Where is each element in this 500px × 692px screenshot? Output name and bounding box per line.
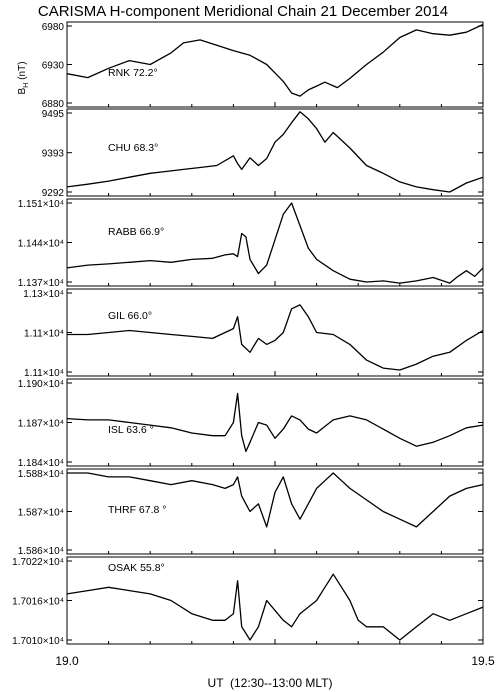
y-tick-label: 1.7010×10⁴	[12, 636, 64, 647]
y-tick-label: 1.7022×10⁴	[12, 557, 64, 568]
y-tick-label: 1.588×10⁴	[18, 469, 64, 480]
y-tick-label: 1.587×10⁴	[18, 508, 64, 519]
station-label: RABB 66.9°	[108, 226, 164, 238]
y-axis-label-sub: H	[23, 83, 30, 88]
series-line-chu	[66, 111, 484, 193]
series-line-thrf	[67, 472, 484, 528]
y-tick-label: 9495	[42, 109, 65, 120]
panel-chu: 9495 9393 9292 CHU 68.3°	[42, 108, 484, 199]
y-tick-label: 1.187×10⁴	[18, 419, 64, 430]
x-tick-label-end: 19.5	[471, 654, 495, 668]
y-tick-label: 6880	[42, 99, 65, 110]
panels-group: 6980 6930 6880 RNK 72.2° 9495 9393 9292 CHU 68.…	[12, 21, 484, 647]
x-axis-label: UT (12:30--13:00 MLT)	[208, 676, 333, 690]
y-tick-label: 6980	[42, 22, 65, 33]
y-tick-label: 1.184×10⁴	[18, 458, 64, 469]
y-tick-label: 1.151×10⁴	[18, 199, 64, 210]
y-tick-label: 1.11×10⁴	[24, 329, 64, 340]
panel-frame	[66, 198, 484, 287]
y-tick-label: 9292	[42, 188, 65, 199]
y-tick-label: 1.137×10⁴	[18, 278, 64, 289]
panel-thrf: 1.588×10⁴ 1.587×10⁴ 1.586×10⁴ THRF 67.8 °	[18, 468, 484, 557]
y-tick-label: 1.7016×10⁴	[12, 597, 64, 608]
y-axis-label: BH (nT)	[17, 61, 30, 94]
station-label: CHU 68.3°	[108, 142, 158, 154]
y-tick-label: 1.190×10⁴	[18, 379, 64, 390]
panel-gil: 1.13×10⁴ 1.11×10⁴ 1.11×10⁴ GIL 66.0°	[23, 288, 484, 379]
series-line-gil	[67, 304, 484, 371]
series-line-rabb	[66, 202, 484, 284]
panel-isl: 1.190×10⁴ 1.187×10⁴ 1.184×10⁴ ISL 63.6 °	[18, 378, 484, 469]
station-label: OSAK 55.8°	[108, 562, 165, 574]
panel-rnk: 6980 6930 6880 RNK 72.2°	[42, 21, 484, 110]
y-tick-label: 1.586×10⁴	[18, 546, 64, 557]
y-tick-label: 6930	[42, 61, 65, 72]
y-tick-label: 9393	[42, 149, 65, 160]
chart-title: CARISMA H-component Meridional Chain 21 …	[38, 3, 448, 20]
station-label: ISL 63.6 °	[108, 424, 154, 436]
series-line-rnk	[66, 23, 484, 97]
panel-frame	[66, 288, 484, 377]
y-axis-label-main: B	[17, 88, 28, 95]
series-line-osak	[66, 573, 484, 641]
panel-frame	[66, 21, 484, 108]
x-tick-label-start: 19.0	[55, 654, 79, 668]
station-label: GIL 66.0°	[108, 310, 152, 322]
station-label: THRF 67.8 °	[108, 504, 166, 516]
panel-rabb: 1.151×10⁴ 1.144×10⁴ 1.137×10⁴ RABB 66.9°	[18, 198, 484, 289]
y-axis-label-unit: (nT)	[17, 61, 28, 79]
y-tick-label: 1.13×10⁴	[23, 289, 64, 300]
y-tick-label: 1.11×10⁴	[24, 368, 64, 379]
series-line-isl	[66, 392, 484, 453]
y-tick-label: 1.144×10⁴	[18, 239, 64, 250]
station-label: RNK 72.2°	[108, 67, 158, 79]
panel-osak: 1.7022×10⁴ 1.7016×10⁴ 1.7010×10⁴ OSAK 55.8°	[12, 556, 484, 647]
